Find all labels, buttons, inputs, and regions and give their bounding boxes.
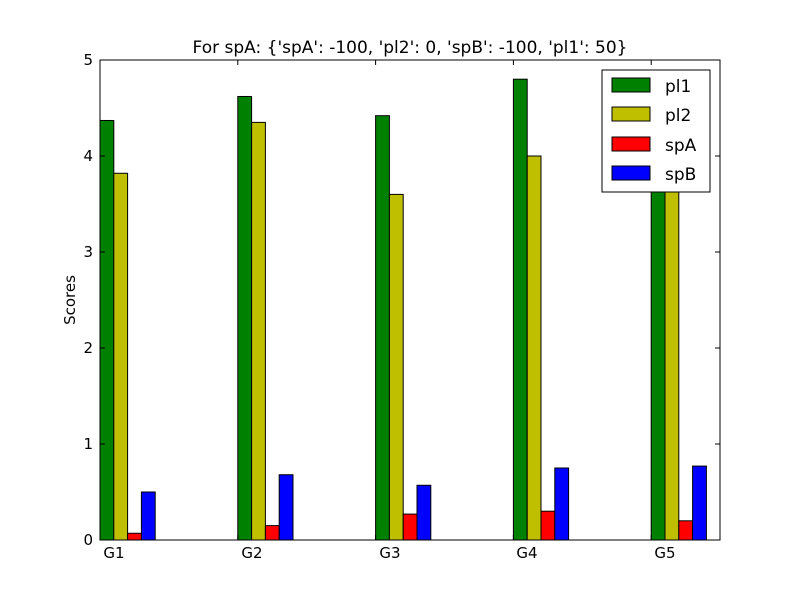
y-tick-label: 5	[83, 51, 93, 69]
legend-label-pl2: pl2	[665, 106, 691, 126]
bar-pl2-G4	[526, 155, 542, 541]
x-tick-label: G5	[654, 544, 675, 562]
bar-spA-G4	[540, 510, 556, 541]
bar-spA-G3	[402, 513, 418, 541]
y-tick-label: 3	[83, 243, 93, 261]
bar-spA-G5	[678, 520, 694, 541]
plot-frame	[99, 59, 721, 541]
x-tick-label: G3	[379, 544, 400, 562]
legend-swatch-pl1	[611, 77, 651, 93]
y-ticks-group: 0 1 2 3 4 5	[83, 51, 93, 549]
legend-swatch-spA	[611, 136, 651, 152]
bar-pl2-G5	[664, 174, 680, 541]
bar-pl2-G1	[113, 172, 129, 541]
x-tick-label: G4	[516, 544, 537, 562]
bar-spA-G1	[127, 532, 142, 541]
y-axis-label: Scores	[61, 275, 79, 325]
y-tick-label: 0	[83, 531, 93, 549]
legend-label-pl1: pl1	[665, 77, 691, 97]
x-tick-label: G1	[103, 544, 124, 562]
y-tick-label: 2	[83, 339, 93, 357]
bar-pl1-G4	[512, 78, 528, 541]
legend-label-spB: spB	[665, 165, 696, 185]
legend-label-spA: spA	[665, 136, 697, 156]
chart-title: For spA: {'spA': -100, 'pl2': 0, 'spB': …	[193, 38, 628, 58]
bar-spA-G2	[264, 525, 280, 541]
bar-spB-G4	[554, 467, 570, 541]
bar-spB-G1	[140, 491, 156, 541]
legend-swatch-spB	[611, 165, 651, 181]
bar-pl1-G3	[375, 115, 390, 541]
bar-pl1-G1	[99, 119, 115, 541]
x-tick-label: G2	[241, 544, 262, 562]
bar-pl2-G3	[388, 193, 404, 541]
bar-spB-G5	[692, 465, 707, 541]
legend: pl1 pl2 spA spB	[601, 69, 711, 193]
bar-pl1-G2	[237, 95, 253, 541]
bar-spB-G2	[278, 474, 294, 541]
bars-group	[99, 78, 707, 541]
legend-swatch-pl2	[611, 106, 651, 122]
x-ticks-group: G1 G2 G3 G4 G5	[103, 544, 675, 562]
y-tick-label: 4	[83, 147, 93, 165]
y-tick-label: 1	[83, 435, 93, 453]
bar-spB-G3	[416, 484, 432, 541]
bar-pl2-G2	[251, 121, 266, 541]
